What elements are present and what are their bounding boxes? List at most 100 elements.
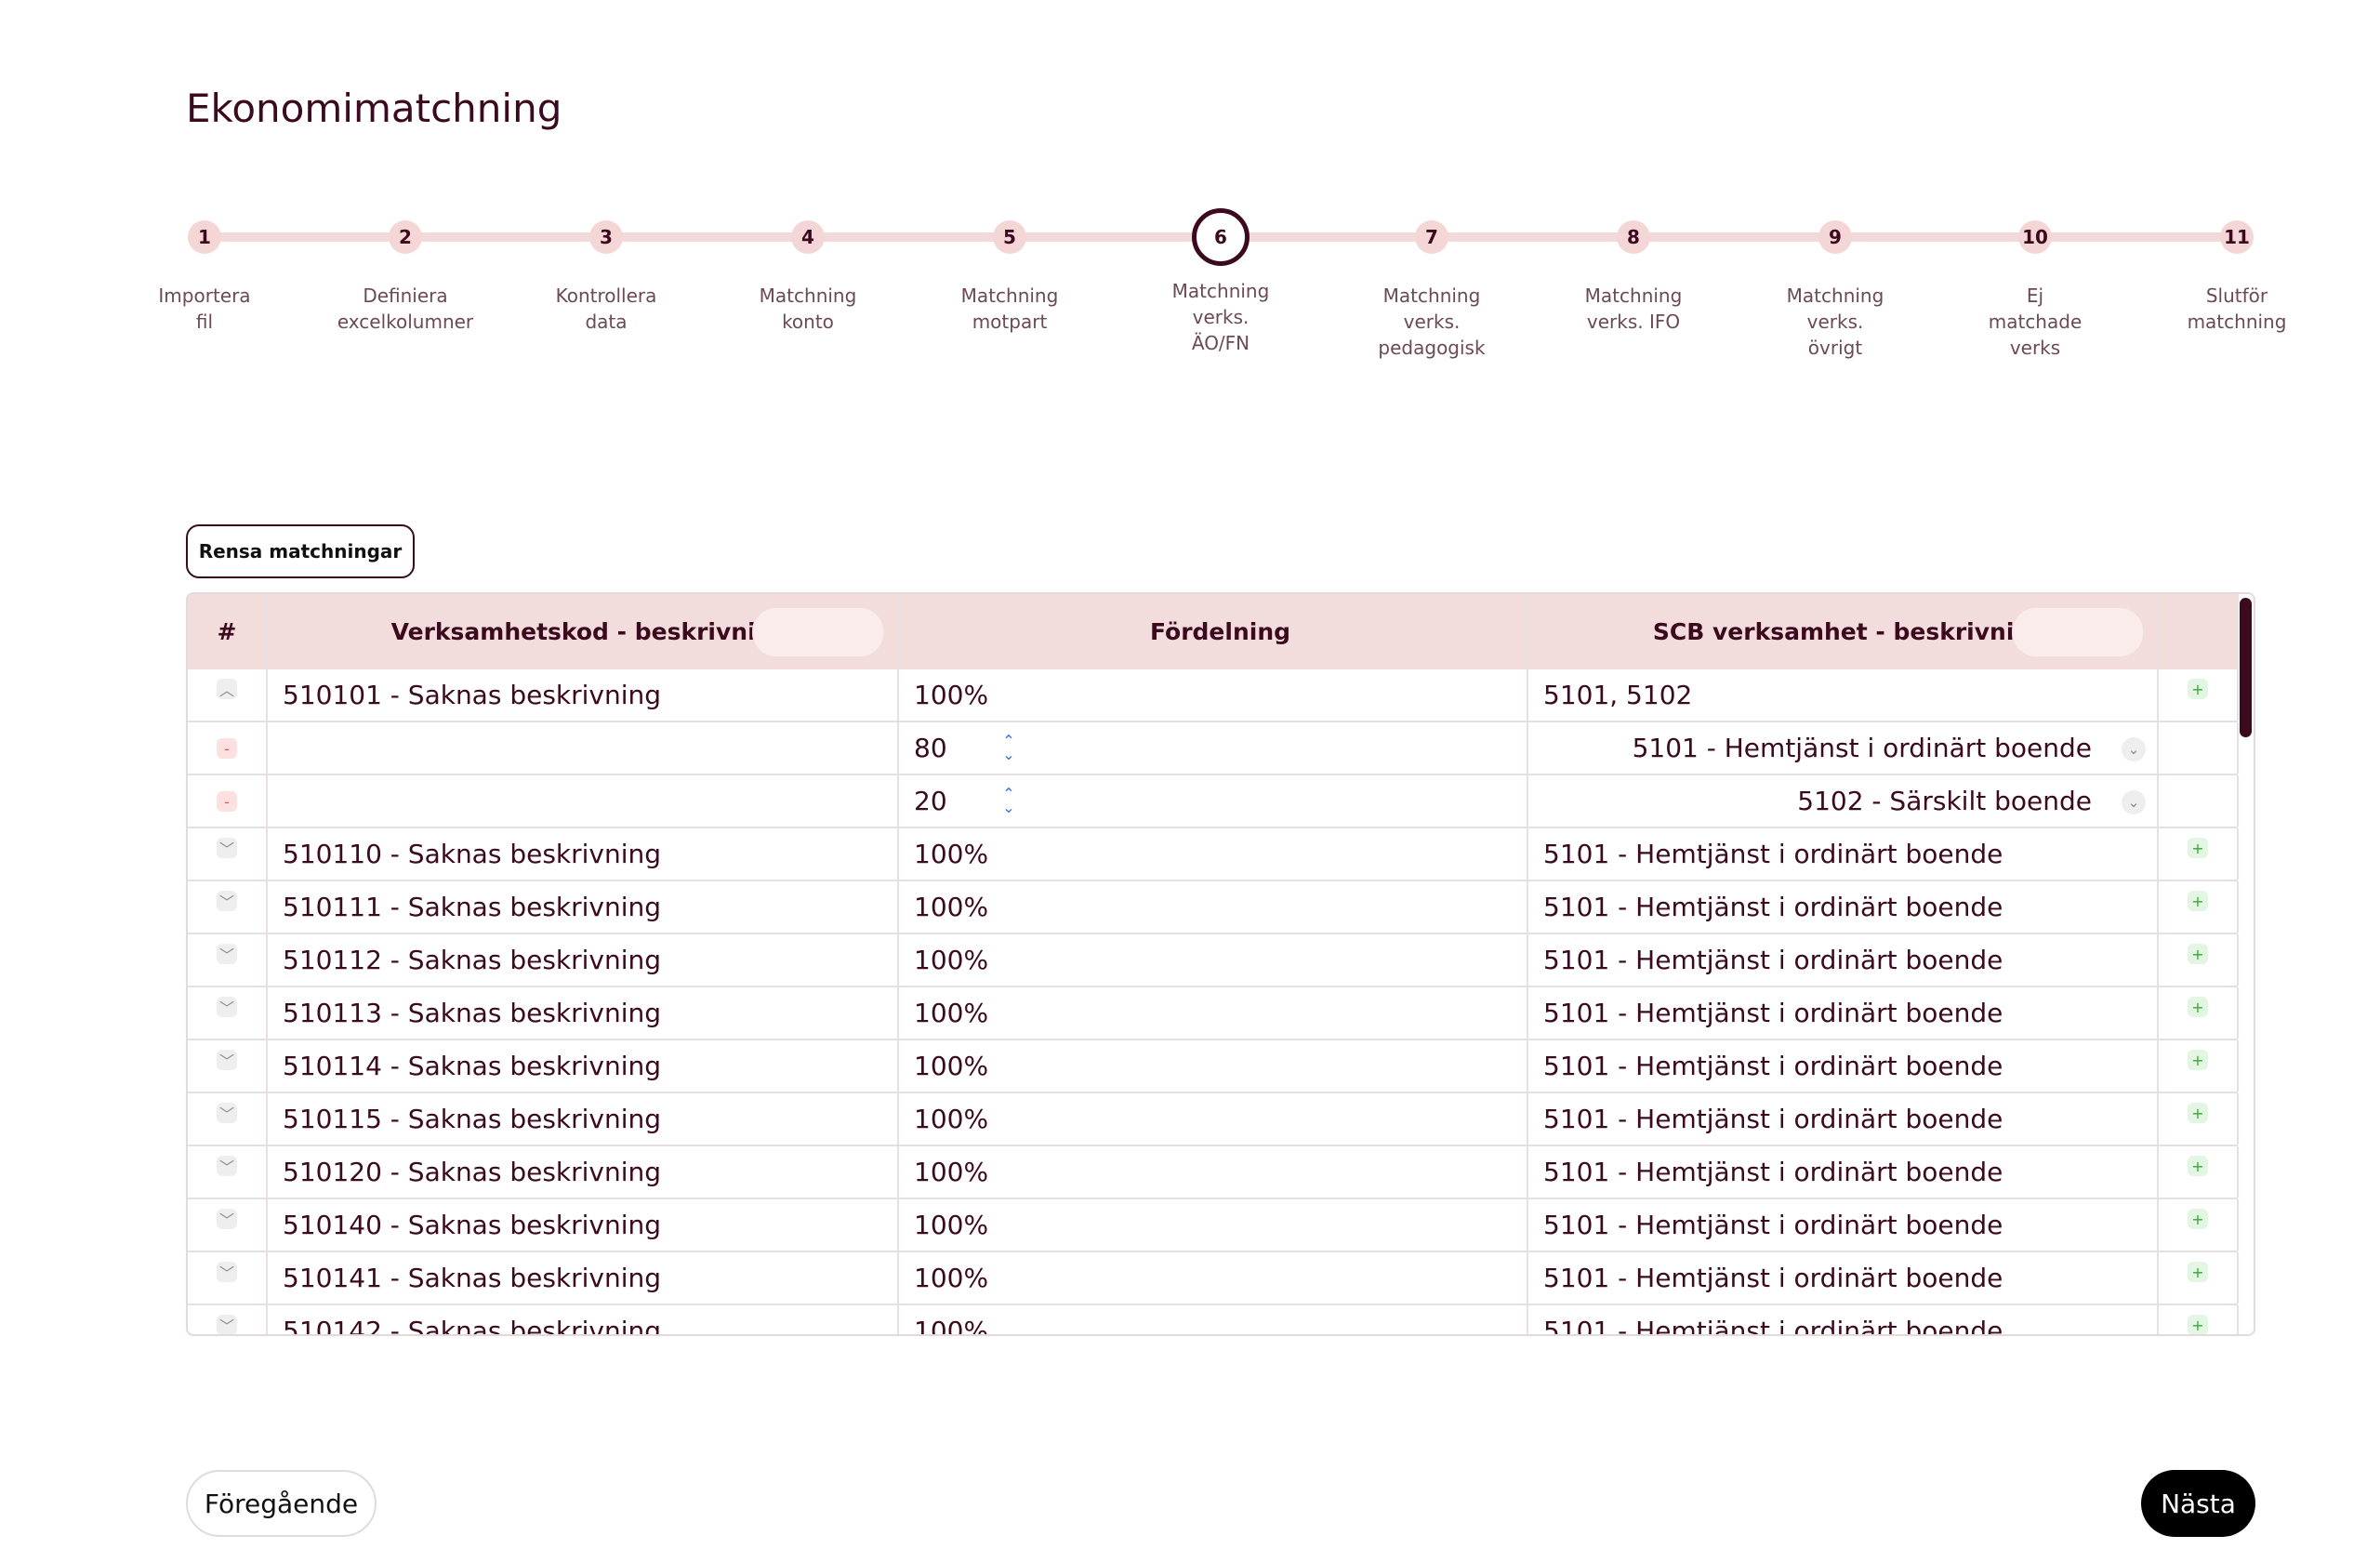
expand-toggle[interactable]: ﹀: [217, 1315, 237, 1334]
step-label: Matchning verks. IFO: [1540, 283, 1726, 335]
page-title: Ekonomimatchning: [186, 86, 562, 131]
code-cell: 510113 - Saknas beskrivning: [268, 987, 899, 1039]
expand-toggle[interactable]: ﹀: [217, 1262, 237, 1282]
next-button[interactable]: Nästa: [2141, 1470, 2255, 1537]
action-cell: +: [2159, 1305, 2239, 1334]
step-label-line: Matchning: [1786, 285, 1884, 307]
code-cell: 510142 - Saknas beskrivning: [268, 1305, 899, 1334]
table-row: - 80 ⌃ ⌄ 5101 - Hemtjänst i ordinärt boende ⌄: [188, 722, 2241, 775]
expand-toggle[interactable]: ﹀: [217, 944, 237, 964]
remove-button[interactable]: -: [217, 791, 237, 812]
toggle-cell: ﹀: [188, 1305, 268, 1334]
step-label-line: fil: [195, 311, 214, 333]
action-cell: +: [2159, 1252, 2239, 1304]
share-spinner[interactable]: ⌃ ⌄: [1002, 732, 1015, 763]
code-cell: 510120 - Saknas beskrivning: [268, 1146, 899, 1198]
filter-input[interactable]: [2012, 607, 2144, 657]
toggle-cell: ﹀: [188, 828, 268, 880]
add-button[interactable]: +: [2188, 1262, 2208, 1282]
step-label-line: ÄO/FN: [1191, 332, 1250, 354]
step-label-line: Ej: [2026, 285, 2044, 307]
add-button[interactable]: +: [2188, 944, 2208, 964]
step-label: Matchning verks. ÄO/FN: [1128, 278, 1314, 356]
add-button[interactable]: +: [2188, 1103, 2208, 1123]
toggle-cell: ︿: [188, 669, 268, 721]
toggle-cell: ﹀: [188, 987, 268, 1039]
header-cell: SCB verksamhet - beskrivning: [1528, 594, 2159, 669]
step-circle[interactable]: 10: [2018, 220, 2052, 254]
step-circle[interactable]: 3: [589, 220, 623, 254]
add-button[interactable]: +: [2188, 1315, 2208, 1334]
step-circle[interactable]: 11: [2220, 220, 2254, 254]
step-label-line: Definiera: [363, 285, 448, 307]
add-button[interactable]: +: [2188, 838, 2208, 858]
clear-button[interactable]: Rensa matchningar: [186, 524, 415, 578]
share-cell: 20 ⌃ ⌄: [899, 775, 1528, 827]
remove-button[interactable]: -: [217, 738, 237, 759]
step-label-line: motpart: [972, 311, 1048, 333]
header-cell: #: [188, 594, 268, 669]
scb-cell: 5101 - Hemtjänst i ordinärt boende: [1528, 1252, 2159, 1304]
share-spinner[interactable]: ⌃ ⌄: [1002, 785, 1015, 816]
action-cell: +: [2159, 934, 2239, 986]
step-circle[interactable]: 6: [1192, 208, 1250, 266]
scb-dropdown[interactable]: ⌄: [2122, 737, 2146, 761]
step-circle[interactable]: 2: [389, 220, 422, 254]
add-button[interactable]: +: [2188, 1209, 2208, 1229]
share-cell: 100%: [899, 828, 1528, 880]
scb-cell: 5101, 5102: [1528, 669, 2159, 721]
add-button[interactable]: +: [2188, 997, 2208, 1017]
code-cell: 510114 - Saknas beskrivning: [268, 1040, 899, 1092]
step-label-line: Matchning: [1382, 285, 1481, 307]
step-circle[interactable]: 9: [1818, 220, 1852, 254]
add-button[interactable]: +: [2188, 1050, 2208, 1070]
share-cell: 100%: [899, 934, 1528, 986]
expand-toggle[interactable]: ︿: [217, 679, 237, 699]
expand-toggle[interactable]: ﹀: [217, 1156, 237, 1176]
matching-table: # Verksamhetskod - beskrivning Fördelning S…: [186, 592, 2255, 1336]
step-circle[interactable]: 5: [993, 220, 1026, 254]
table-row: ﹀ 510140 - Saknas beskrivning 100% 5101 - H…: [188, 1199, 2241, 1252]
scrollbar[interactable]: [2238, 594, 2254, 1334]
action-cell: +: [2159, 1199, 2239, 1251]
code-cell: 510110 - Saknas beskrivning: [268, 828, 899, 880]
action-cell: +: [2159, 1040, 2239, 1092]
toggle-cell: ﹀: [188, 1199, 268, 1251]
add-button[interactable]: +: [2188, 1156, 2208, 1176]
step-label-line: konto: [782, 311, 834, 333]
expand-toggle[interactable]: ﹀: [217, 838, 237, 858]
step-label-line: data: [585, 311, 628, 333]
share-input[interactable]: 80: [914, 733, 947, 763]
table-row: ﹀ 510141 - Saknas beskrivning 100% 5101 - H…: [188, 1252, 2241, 1305]
step-circle[interactable]: 1: [188, 220, 221, 254]
step-circle[interactable]: 7: [1415, 220, 1448, 254]
step-label-line: verks. IFO: [1586, 311, 1681, 333]
step-circle[interactable]: 4: [791, 220, 825, 254]
step-label-line: Matchning: [960, 285, 1059, 307]
previous-button[interactable]: Föregående: [186, 1470, 377, 1537]
expand-toggle[interactable]: ﹀: [217, 1103, 237, 1123]
add-button[interactable]: +: [2188, 679, 2208, 699]
step-label-line: pedagogisk: [1378, 337, 1486, 359]
expand-toggle[interactable]: ﹀: [217, 997, 237, 1017]
table-row: ﹀ 510111 - Saknas beskrivning 100% 5101 - H…: [188, 881, 2241, 934]
code-cell: 510115 - Saknas beskrivning: [268, 1093, 899, 1145]
action-cell: +: [2159, 1146, 2239, 1198]
scrollbar-thumb[interactable]: [2240, 598, 2252, 737]
table-row: ﹀ 510110 - Saknas beskrivning 100% 5101 - H…: [188, 828, 2241, 881]
step-label-line: matchade: [1988, 311, 2082, 333]
step-label-line: Matchning: [759, 285, 857, 307]
expand-toggle[interactable]: ﹀: [217, 1050, 237, 1070]
toggle-cell: ﹀: [188, 1146, 268, 1198]
add-button[interactable]: +: [2188, 891, 2208, 911]
expand-toggle[interactable]: ﹀: [217, 1209, 237, 1229]
step-circle[interactable]: 8: [1617, 220, 1650, 254]
scb-cell: 5101 - Hemtjänst i ordinärt boende: [1528, 828, 2159, 880]
expand-toggle[interactable]: ﹀: [217, 891, 237, 911]
step-label-line: matchning: [2187, 311, 2287, 333]
filter-input[interactable]: [752, 607, 884, 657]
step-label: Matchning motpart: [917, 283, 1103, 335]
share-input[interactable]: 20: [914, 786, 947, 816]
scb-dropdown[interactable]: ⌄: [2122, 790, 2146, 814]
